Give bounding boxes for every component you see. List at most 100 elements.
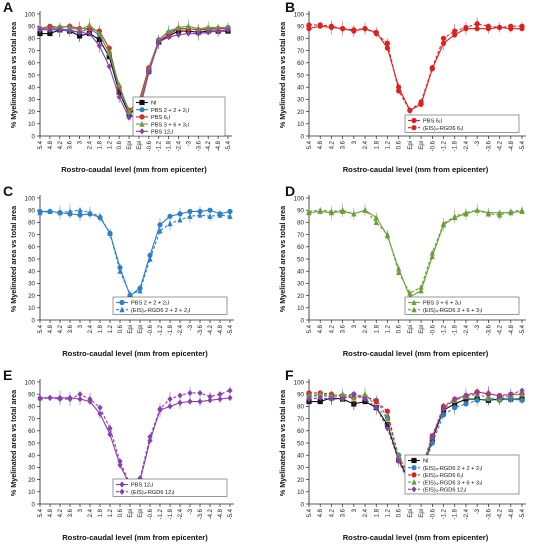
y-tick-label: 60 (28, 60, 35, 67)
x-tick-label: 5.4 (307, 140, 313, 149)
x-tick-label: 2.4 (87, 140, 93, 149)
data-point (37, 395, 43, 403)
y-tick-label: 0 (32, 133, 36, 140)
legend-box (112, 478, 228, 497)
legend-marker (139, 114, 145, 120)
data-point (166, 27, 172, 34)
data-point (197, 389, 203, 397)
data-point (351, 27, 357, 33)
x-tick-label: 1.8 (374, 140, 380, 149)
legend-label: (EIS)₄-RGD6 6₁l (423, 126, 463, 132)
data-point (407, 289, 413, 296)
y-tick-label: 40 (297, 85, 304, 92)
legend-marker (119, 306, 125, 313)
y-tick-label: 80 (28, 220, 35, 227)
data-point (384, 408, 391, 414)
legend-marker (411, 117, 417, 124)
data-point (157, 222, 163, 228)
data-point (328, 208, 335, 215)
data-point (167, 403, 173, 410)
x-tick-label: -4.2 (498, 324, 504, 335)
data-point (463, 401, 469, 407)
x-tick-label: 1.2 (385, 324, 391, 333)
data-point (317, 22, 323, 28)
x-tick-label: -1.8 (168, 324, 174, 335)
y-tick-label: 50 (297, 72, 304, 79)
panel-label: D (285, 183, 295, 199)
y-tick-label: 50 (28, 256, 35, 263)
x-tick-label: Epi (138, 509, 144, 518)
x-tick-label: -1.2 (157, 140, 163, 151)
data-point (452, 28, 458, 34)
y-tick-label: 60 (28, 428, 35, 435)
x-tick-label: 1.8 (374, 508, 380, 517)
x-tick-label: -2.4 (464, 324, 470, 335)
x-tick-label: -3.6 (196, 140, 202, 151)
x-tick-label: -3 (186, 140, 192, 146)
x-tick-label: 3 (78, 140, 84, 144)
data-point (127, 291, 133, 297)
data-point (207, 213, 213, 219)
data-point (474, 21, 480, 27)
x-tick-label: -1.8 (168, 508, 174, 519)
data-point (96, 30, 102, 37)
data-point (418, 99, 424, 105)
legend-box (404, 114, 520, 133)
data-point (340, 26, 346, 32)
legend-label: PBS 3 + 6 + 3₁l (423, 301, 461, 307)
data-point (77, 395, 83, 403)
y-tick-label: 40 (297, 453, 304, 460)
x-tick-label: Epi (419, 509, 425, 518)
legend-marker (139, 120, 145, 127)
data-point (197, 398, 203, 405)
data-point (440, 405, 447, 412)
data-point (440, 412, 447, 418)
data-point (177, 211, 183, 217)
legend-marker (411, 457, 417, 464)
x-axis-label: Rostro-caudal level (mm from epicenter) (343, 165, 489, 174)
data-point (96, 42, 102, 49)
legend-marker (139, 107, 145, 113)
data-point (126, 114, 132, 121)
x-tick-label: 4.2 (329, 508, 335, 517)
panel-label: A (3, 0, 13, 15)
legend-marker (119, 488, 125, 495)
data-point (147, 433, 153, 440)
data-point (67, 395, 73, 403)
panel-f: F 0 10 20 30 40 50 60 70 80 90 100 5.4 4.8 4.2 3.6 3 2.4 1… (278, 367, 526, 542)
x-tick-label: -0.6 (430, 140, 436, 151)
data-point (87, 395, 93, 403)
x-tick-label: 1.2 (385, 140, 391, 149)
x-tick-label: Epi (138, 325, 144, 334)
x-tick-label: Epi (128, 509, 134, 518)
data-point (185, 30, 192, 37)
data-point (306, 395, 312, 403)
series-1 (306, 203, 525, 298)
legend-box (404, 454, 520, 495)
y-tick-label: 20 (28, 293, 35, 300)
x-axis-label: Rostro-caudal level (mm from epicenter) (61, 165, 207, 174)
data-point (67, 27, 73, 35)
data-point (429, 433, 435, 440)
legend-marker (139, 128, 145, 135)
data-point (47, 26, 53, 33)
data-point (463, 24, 469, 31)
data-point (485, 23, 491, 29)
data-point (227, 387, 233, 394)
x-tick-label: -4.2 (498, 140, 504, 151)
x-tick-label: 0.6 (397, 324, 403, 333)
data-point (175, 31, 182, 38)
data-point (306, 26, 312, 32)
x-tick-label: Epi (408, 509, 414, 518)
legend-label: PBS 3 + 6 + 3₁l (151, 122, 189, 128)
data-point (207, 393, 213, 400)
data-point (156, 38, 162, 46)
x-tick-label: 2.4 (88, 508, 94, 517)
legend-label: PBS 12₁l (131, 483, 153, 489)
data-point (351, 394, 357, 401)
legend-label: PBS 6₁l (423, 119, 442, 125)
data-point (107, 431, 113, 438)
x-tick-label: -1.2 (442, 140, 448, 151)
data-point (384, 422, 391, 428)
data-point (496, 393, 503, 400)
